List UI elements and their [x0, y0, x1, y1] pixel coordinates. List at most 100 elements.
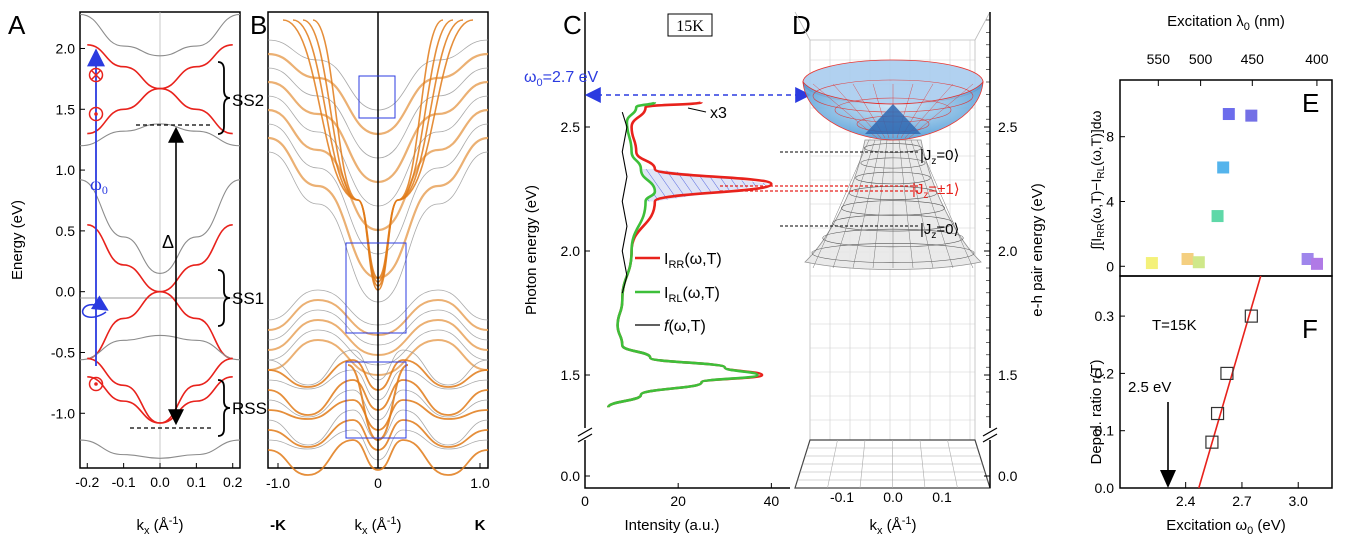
- ss1-box: [345, 242, 407, 334]
- e-point-7: [1301, 252, 1314, 265]
- e-point-1: [1181, 252, 1194, 265]
- legend-irr: IRR(ω,T): [635, 251, 722, 271]
- d-cone-rib-13: [898, 139, 914, 269]
- spin-out-icon: [88, 106, 104, 122]
- panel-b: -1.0 0 1.0 -K K kx (Å-1): [266, 11, 490, 537]
- a-ytick-label-3: 0.5: [56, 223, 76, 239]
- temperature-label: 15K: [676, 18, 704, 35]
- panel-b-x-ticks: -1.0 0 1.0: [266, 463, 490, 491]
- d-cone-rib-10: [852, 139, 882, 269]
- band-curve-4: [79, 179, 241, 274]
- excitation-energy-label: ω0=2.7 eV: [524, 69, 599, 89]
- f-ytick-label-0: 0.0: [1095, 480, 1115, 496]
- a-ytick-label-0: -1.0: [51, 405, 75, 421]
- band-curve-3: [79, 123, 241, 147]
- svg-text:f(ω,T): f(ω,T): [664, 318, 706, 335]
- panel-letter-e: E: [1302, 88, 1319, 118]
- panel-d-y-label: e-h pair energy (eV): [1029, 183, 1046, 316]
- a-ytick-label-4: 1.0: [56, 162, 76, 178]
- panel-c-x-label: Intensity (a.u.): [624, 517, 719, 534]
- svg-text:IRR(ω,T): IRR(ω,T): [664, 251, 722, 271]
- e-toptick-label-0: 550: [1147, 51, 1171, 67]
- e-point-5: [1222, 108, 1235, 121]
- d-xtick-label-2: 0.1: [932, 489, 952, 505]
- a-ytick-label-5: 1.5: [56, 101, 76, 117]
- c-xtick-label-1: 20: [670, 493, 686, 509]
- panel-a-x-label: kx (Å-1): [137, 515, 184, 537]
- rss-label: RSS: [232, 399, 267, 418]
- delta-label: Δ: [162, 232, 174, 252]
- threshold-arrow-head: [1160, 470, 1176, 488]
- ss2-box: [358, 75, 396, 119]
- axis-break-mark-d1: [982, 427, 998, 437]
- f-point-3: [1244, 309, 1258, 323]
- ss1-label: SS1: [232, 289, 264, 308]
- rss-box: [345, 361, 407, 439]
- d-cone-rib-15: [910, 139, 954, 269]
- c-xtick-label-0: 0: [581, 493, 589, 509]
- band-curve-6: [87, 290, 233, 360]
- d-bowl-rib-11: [908, 83, 974, 139]
- legend-f: f(ω,T): [635, 318, 706, 335]
- d-grid-line-38: [947, 439, 958, 489]
- f-ytick-label-3: 0.3: [1095, 308, 1115, 324]
- e-point-6: [1245, 109, 1258, 122]
- axis-break-mark-d2: [982, 433, 998, 443]
- temperature-annotation: T=15K: [1152, 317, 1197, 334]
- d-grid-line-4: [974, 11, 991, 41]
- b-band-16: [377, 19, 444, 279]
- dirac-cone-tip: [865, 104, 921, 134]
- panel-c-left-axis: [584, 12, 790, 489]
- panel-c-spectra: [606, 100, 773, 408]
- a-ytick-label-1: -0.5: [51, 344, 75, 360]
- e-toptick-label-3: 400: [1305, 51, 1329, 67]
- panel-a-y-label: Energy (eV): [9, 200, 26, 280]
- d-xtick-label-0: -0.1: [830, 489, 854, 505]
- f-xtick-label-1: 2.7: [1232, 493, 1252, 509]
- scale-pointer-line: [687, 107, 707, 113]
- panel-letter-a: A: [8, 10, 26, 40]
- panel-e-top-label: Excitation λ0 (nm): [1167, 13, 1285, 33]
- a-xtick-label-1: -0.1: [112, 474, 136, 490]
- c-ytick-label-1: 1.5: [561, 367, 581, 383]
- band-curve-7: [79, 334, 241, 361]
- d-grid-line-3: [794, 11, 811, 41]
- e-point-8: [1310, 257, 1323, 270]
- panel-e-top-ticks: 550 500 450 400: [1147, 51, 1329, 86]
- panel-f: 2.4 2.7 3.0 0.0 0.1 0.2 0.3 T=15K 2.5 eV Depo…: [1088, 275, 1333, 537]
- a-xtick-label-4: 0.2: [223, 474, 243, 490]
- e-point-0: [1145, 257, 1158, 270]
- panel-f-x-ticks: 2.4 2.7 3.0: [1176, 482, 1308, 509]
- panel-d: 0.0 1.5 2.0 2.5 -0.1 0.0 0.1 |Jz=0⟩ |Jz=±1⟩ |…: [720, 11, 1046, 537]
- d-ytick-label-2: 2.0: [998, 243, 1018, 259]
- panel-letter-c: C: [563, 10, 582, 40]
- panel-f-frame: [1119, 275, 1333, 489]
- f-point-0: [1205, 435, 1219, 449]
- panel-letter-f: F: [1302, 314, 1318, 344]
- b-xtick-label-0: -1.0: [266, 475, 290, 491]
- d-ytick-label-1: 1.5: [998, 367, 1018, 383]
- axis-break-mark-2: [577, 433, 593, 443]
- panel-e: 550 500 450 400 0 4 8 Excitation λ0 (nm) ∫[IR…: [1088, 13, 1333, 277]
- d-bowl-rib-3: [812, 83, 878, 139]
- d-cone-rib-16: [916, 139, 974, 269]
- e-toptick-label-1: 500: [1189, 51, 1213, 67]
- panel-e-points: [1145, 108, 1323, 270]
- exciton-cone: [804, 139, 982, 270]
- a-xtick-label-3: 0.1: [187, 474, 207, 490]
- f-point-1: [1210, 406, 1225, 421]
- axis-break-mark-1: [577, 427, 593, 437]
- panel-b-x-label: kx (Å-1): [355, 515, 402, 537]
- c-xtick-label-2: 40: [764, 493, 780, 509]
- rotation-arrow-icon: [81, 295, 109, 319]
- a-xtick-label-2: 0.0: [150, 474, 170, 490]
- linear-fit-line: [1198, 275, 1262, 489]
- band-curve-0: [79, 13, 241, 57]
- d-ytick-label-3: 2.5: [998, 119, 1018, 135]
- band-curve-9: [87, 376, 233, 424]
- e-ytick-label-2: 8: [1106, 129, 1114, 145]
- jz0-upper-label: |Jz=0⟩: [920, 147, 959, 167]
- f-point-2: [1220, 366, 1234, 381]
- panel-a-x-ticks: -0.2 -0.1 0.0 0.1 0.2: [75, 463, 243, 490]
